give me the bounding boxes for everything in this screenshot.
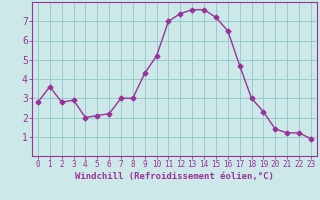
- X-axis label: Windchill (Refroidissement éolien,°C): Windchill (Refroidissement éolien,°C): [75, 172, 274, 181]
